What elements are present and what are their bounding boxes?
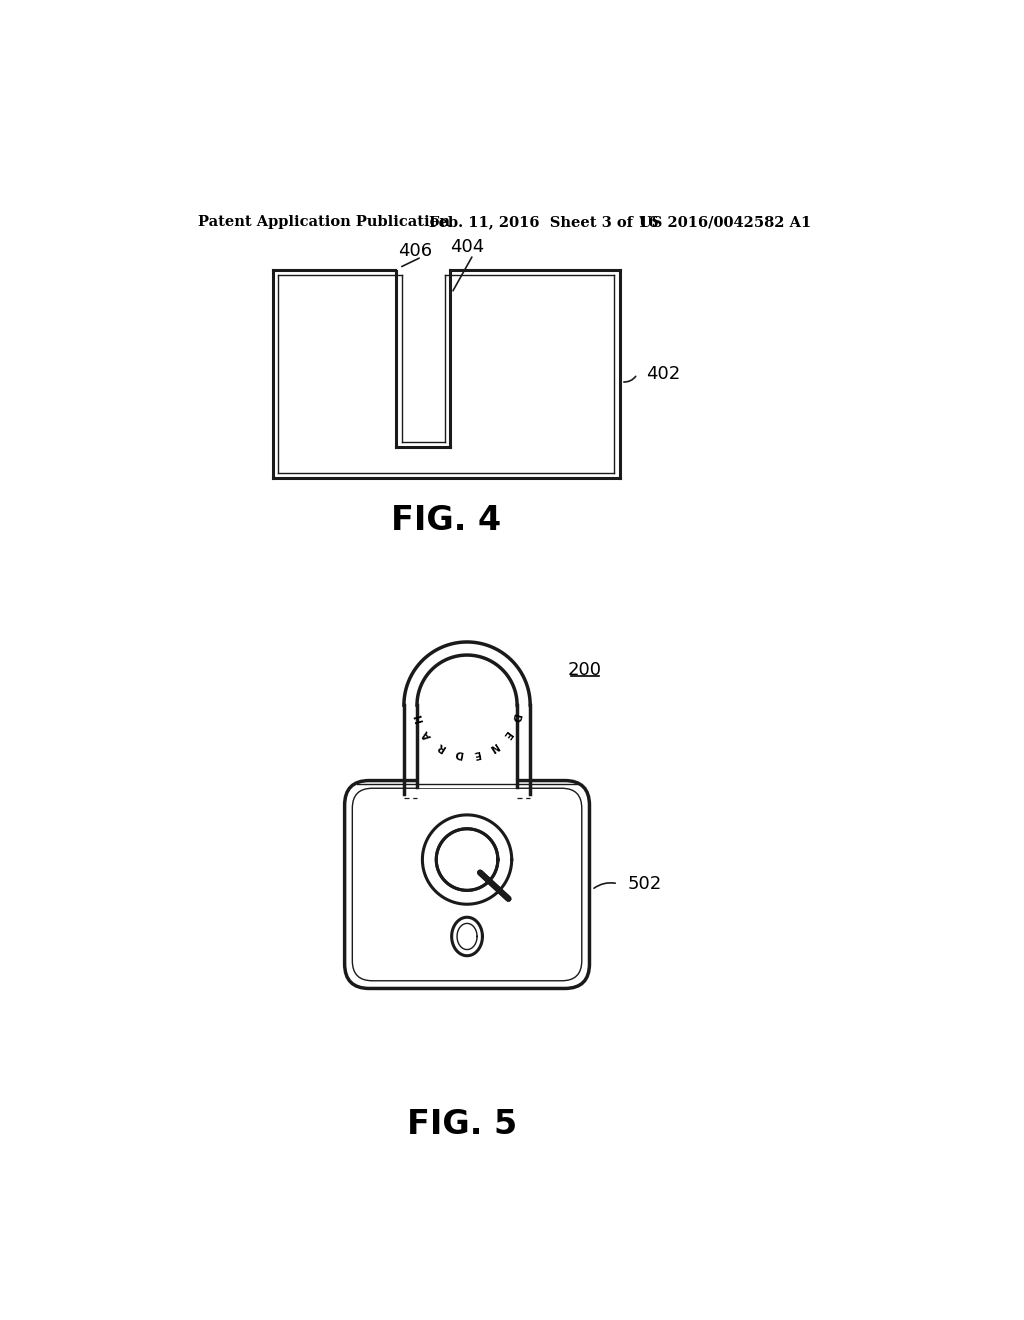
Text: 502: 502	[628, 875, 662, 892]
Text: A: A	[421, 729, 434, 741]
Text: 402: 402	[646, 366, 681, 383]
Text: Patent Application Publication: Patent Application Publication	[199, 215, 451, 230]
Text: FIG. 5: FIG. 5	[407, 1109, 517, 1142]
Text: 404: 404	[450, 238, 484, 256]
FancyBboxPatch shape	[345, 780, 590, 989]
Polygon shape	[436, 829, 498, 891]
Text: D: D	[509, 713, 520, 723]
Polygon shape	[457, 924, 477, 949]
Text: FIG. 4: FIG. 4	[391, 504, 502, 537]
Text: N: N	[486, 741, 500, 754]
Text: D: D	[453, 748, 463, 759]
Text: E: E	[501, 729, 513, 741]
Text: Feb. 11, 2016  Sheet 3 of 16: Feb. 11, 2016 Sheet 3 of 16	[429, 215, 658, 230]
Text: 200: 200	[568, 661, 602, 680]
Bar	[397, 255, 450, 269]
Text: H: H	[414, 713, 425, 723]
Text: E: E	[472, 748, 480, 759]
Polygon shape	[417, 655, 517, 788]
Text: R: R	[435, 741, 446, 754]
Text: 406: 406	[398, 242, 432, 260]
Text: US 2016/0042582 A1: US 2016/0042582 A1	[639, 215, 811, 230]
